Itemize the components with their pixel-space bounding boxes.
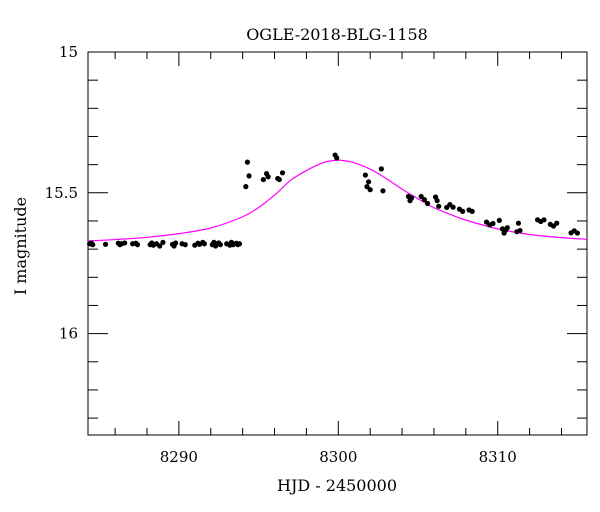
data-point [182, 242, 188, 248]
data-points [86, 152, 581, 249]
data-point [364, 184, 370, 190]
x-tick-label: 8300 [319, 448, 357, 466]
data-point [418, 193, 424, 200]
data-point [365, 179, 372, 185]
data-point [517, 227, 523, 234]
data-point [504, 225, 510, 231]
x-axis-label: HJD - 2450000 [277, 476, 397, 495]
data-point [160, 239, 166, 245]
chart-title: OGLE-2018-BLG-1158 [246, 25, 428, 44]
data-point [173, 240, 179, 246]
data-point [409, 195, 415, 201]
data-point [362, 172, 368, 178]
data-point [243, 184, 249, 190]
data-point [279, 170, 286, 176]
data-point [436, 203, 442, 209]
data-point [541, 217, 547, 223]
y-tick-label: 16 [59, 325, 78, 343]
data-point [157, 243, 163, 249]
data-point [574, 230, 581, 236]
data-point [244, 159, 251, 165]
data-point [434, 198, 440, 204]
data-point [265, 174, 271, 180]
data-point [201, 241, 207, 247]
data-point [380, 188, 386, 194]
data-point [424, 200, 431, 207]
y-tick-label: 15.5 [45, 184, 78, 202]
data-point [246, 173, 252, 179]
data-point [460, 208, 466, 214]
data-point [367, 187, 373, 193]
y-tick-label: 15 [59, 43, 78, 61]
data-point [134, 242, 141, 248]
data-point [378, 166, 384, 172]
y-axis-label: I magnitude [11, 197, 30, 295]
data-point [217, 242, 223, 248]
x-tick-label: 8310 [479, 448, 517, 466]
data-point [515, 220, 522, 226]
data-point [334, 155, 340, 161]
data-point [90, 242, 96, 248]
data-point [469, 208, 475, 214]
model-curve [87, 159, 588, 242]
data-point [122, 240, 128, 246]
data-point [236, 241, 243, 247]
data-point [276, 176, 282, 183]
data-point [450, 204, 456, 210]
axis-ticks [88, 51, 587, 435]
data-point [490, 220, 496, 227]
data-point [260, 176, 266, 183]
data-point [554, 220, 560, 226]
data-point [421, 196, 427, 203]
data-point [496, 217, 502, 224]
data-point [102, 241, 109, 247]
tick-labels: 8290 8300 8310 15 15.5 16 [45, 43, 517, 466]
x-tick-label: 8290 [160, 448, 198, 466]
